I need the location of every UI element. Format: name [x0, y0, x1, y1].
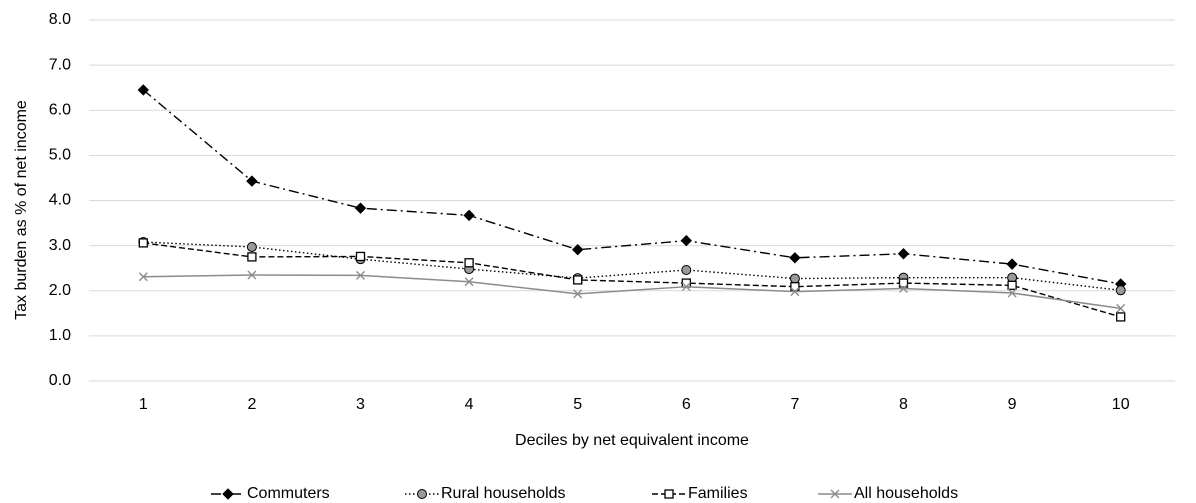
- data-point-square: [355, 251, 366, 262]
- x-tick-label: 1: [139, 396, 148, 413]
- legend-label: Families: [688, 485, 748, 502]
- data-point-square: [247, 252, 257, 262]
- data-point-circle: [1115, 285, 1126, 296]
- data-point-circle: [681, 264, 692, 275]
- x-tick-label: 6: [682, 396, 691, 413]
- data-point-circle: [246, 241, 257, 252]
- x-axis-ticks: 1 2 3 4 5 6 7 8 9 10: [139, 396, 1130, 413]
- series-line-commuters: [142, 89, 1121, 285]
- series-all-households: [138, 270, 1126, 313]
- gridlines: [89, 19, 1175, 337]
- series-line-all-households: [143, 274, 1121, 310]
- y-tick-label: 0.0: [49, 372, 71, 389]
- legend-item-families: Families: [652, 485, 748, 502]
- y-tick-label: 2.0: [49, 282, 71, 299]
- x-tick-label: 8: [899, 396, 908, 413]
- x-tick-label: 5: [573, 396, 582, 413]
- data-point-square: [464, 258, 474, 268]
- data-point-circle: [417, 489, 427, 499]
- series-line-rural-households: [143, 241, 1121, 291]
- data-point-x: [899, 283, 908, 293]
- x-tick-label: 10: [1112, 396, 1130, 413]
- x-tick-label: 7: [790, 396, 799, 413]
- data-point-x: [1116, 303, 1126, 313]
- data-point-diamond: [680, 234, 693, 247]
- data-point-x: [138, 272, 148, 282]
- data-point-square: [664, 489, 674, 499]
- data-point-square: [573, 275, 583, 285]
- data-point-x: [464, 277, 474, 287]
- series-line-families: [143, 242, 1121, 318]
- y-axis-ticks: 0.0 1.0 2.0 3.0 4.0 5.0 6.0 7.0 8.0: [49, 11, 71, 389]
- y-tick-label: 5.0: [49, 147, 71, 164]
- x-tick-label: 3: [356, 396, 365, 413]
- y-tick-label: 1.0: [49, 327, 71, 344]
- data-point-diamond: [571, 243, 584, 256]
- y-axis-title: Tax burden as % of net income: [13, 100, 30, 320]
- legend-label: Rural households: [441, 485, 566, 502]
- data-point-square: [1116, 312, 1126, 322]
- x-tick-label: 2: [247, 396, 256, 413]
- data-point-diamond: [789, 252, 801, 264]
- y-tick-label: 6.0: [49, 101, 71, 118]
- data-point-square: [138, 238, 148, 248]
- data-point-diamond: [137, 84, 150, 96]
- legend-item-all-households: All households: [818, 485, 958, 502]
- legend-label: All households: [854, 485, 958, 502]
- data-point-x: [573, 289, 583, 299]
- x-axis-title: Deciles by net equivalent income: [515, 432, 749, 449]
- data-point-x: [356, 270, 365, 280]
- data-point-x: [681, 282, 691, 292]
- data-point-circle: [789, 273, 800, 284]
- legend-item-rural-households: Rural households: [405, 485, 566, 502]
- data-point-diamond: [222, 488, 234, 500]
- data-point-x: [1007, 288, 1017, 298]
- legend-label: Commuters: [247, 485, 330, 502]
- data-point-square: [898, 278, 909, 288]
- data-point-square: [1007, 280, 1017, 290]
- legend: Commuters Rural households Families All hou…: [211, 485, 958, 502]
- series-commuters: [137, 84, 1127, 290]
- data-point-x: [790, 287, 800, 297]
- x-tick-label: 4: [465, 396, 474, 413]
- legend-item-commuters: Commuters: [211, 485, 330, 502]
- y-tick-label: 7.0: [49, 56, 71, 73]
- data-point-x: [247, 270, 257, 280]
- data-point-diamond: [897, 248, 910, 260]
- data-point-x: [830, 489, 840, 499]
- data-point-diamond: [1006, 258, 1018, 270]
- series-group: [137, 84, 1127, 322]
- data-point-diamond: [463, 209, 475, 222]
- y-tick-label: 4.0: [49, 192, 71, 209]
- data-point-diamond: [354, 202, 367, 214]
- series-families: [138, 238, 1126, 322]
- data-point-diamond: [246, 175, 258, 187]
- x-tick-label: 9: [1008, 396, 1017, 413]
- y-tick-label: 3.0: [49, 237, 71, 254]
- y-tick-label: 8.0: [49, 11, 71, 28]
